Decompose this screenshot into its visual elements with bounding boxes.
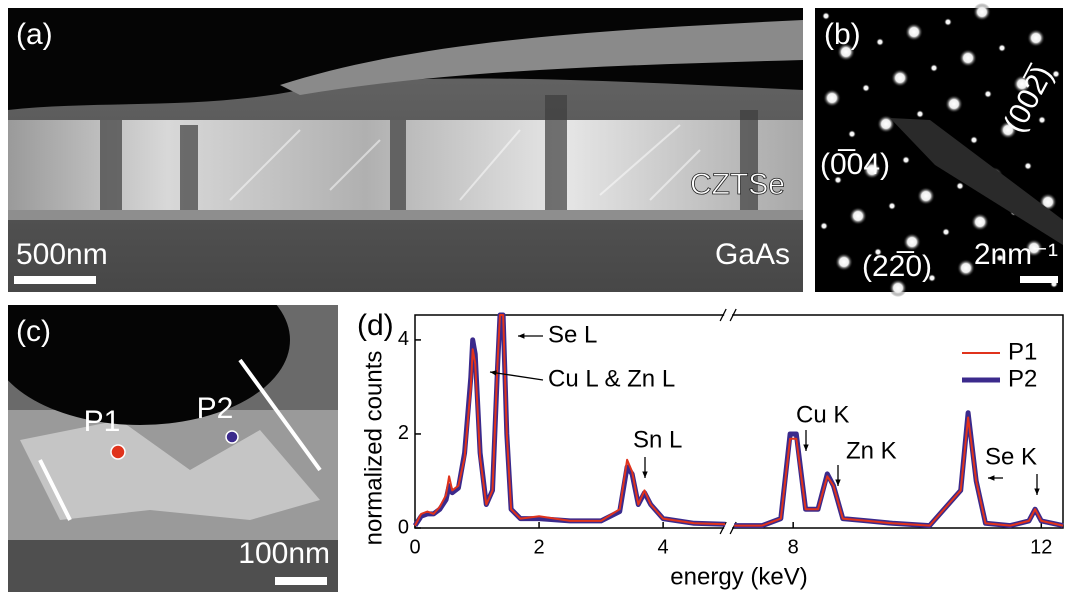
diffraction-spot: [888, 202, 896, 210]
diffraction-spot: [930, 64, 938, 72]
diffraction-spot: [917, 187, 935, 205]
figure: (a) CZTSe GaAs 500nm (b) (002̅) (0̅04) (…: [0, 0, 1067, 598]
diffraction-spot: [823, 89, 841, 107]
diffraction-spot: [903, 233, 921, 251]
spot-label: (0̅04): [820, 148, 890, 181]
annotation: Se L: [548, 321, 597, 348]
panel-label: (c): [16, 315, 51, 348]
arrow-head: [518, 333, 524, 338]
diffraction-spot: [970, 136, 978, 144]
x-axis-label: energy (keV): [670, 563, 807, 590]
spectrum-line: [415, 315, 1063, 526]
x-tick-label: 4: [658, 536, 669, 558]
arrow-head: [803, 445, 808, 451]
annotation: Cu K: [796, 401, 849, 428]
diffraction-spot: [944, 18, 952, 26]
panel-label: (a): [16, 18, 53, 51]
diffraction-spot: [916, 110, 924, 118]
arrow-head: [490, 370, 497, 375]
diffraction-spot: [862, 84, 870, 92]
y-tick-label: 2: [398, 422, 409, 444]
point-label: P1: [84, 405, 121, 438]
diffraction-spot: [1024, 162, 1032, 170]
scale-bar: [1020, 276, 1058, 283]
diffraction-spot: [973, 3, 991, 21]
diffraction-spot: [1027, 29, 1045, 47]
arrow-head: [835, 480, 840, 486]
diffraction-spot: [971, 213, 989, 231]
layer-label: GaAs: [715, 238, 790, 271]
point-marker: [111, 445, 125, 459]
diffraction-spot: [942, 228, 950, 236]
arrow-head: [642, 472, 647, 478]
scale-bar-label: 100nm: [238, 537, 330, 570]
annotation: Zn K: [846, 437, 897, 464]
panel-label: (d): [357, 309, 394, 342]
arrow-head: [1034, 489, 1039, 495]
diffraction-spot: [1038, 116, 1046, 124]
diffraction-spot: [905, 23, 923, 41]
scale-bar-label: 2nm⁻¹: [974, 238, 1058, 271]
panel-label: (b): [824, 18, 861, 51]
y-tick-label: 0: [398, 516, 409, 538]
legend-label: P2: [1008, 365, 1037, 392]
diffraction-spot: [998, 44, 1006, 52]
diffraction-spot: [891, 69, 909, 87]
scale-bar-label: 500nm: [16, 238, 108, 271]
arrow-head: [988, 475, 994, 480]
x-tick-label: 8: [788, 536, 799, 558]
diffraction-spot: [945, 95, 963, 113]
x-tick-label: 12: [1030, 536, 1052, 558]
layer-label: CZTSe: [690, 168, 785, 201]
spot-label: (22̅0): [862, 250, 932, 283]
annotation: Se K: [985, 443, 1037, 470]
annotation: Sn L: [633, 426, 682, 453]
x-tick-label: 2: [533, 536, 544, 558]
diffraction-spot: [876, 38, 884, 46]
diffraction-spot: [877, 115, 895, 133]
diffraction-spot: [849, 207, 867, 225]
y-axis-label: normalized counts: [360, 351, 387, 546]
x-tick-label: 0: [409, 536, 420, 558]
annotation: Cu L & Zn L: [548, 365, 675, 392]
diffraction-spot: [848, 130, 856, 138]
micrograph-a: [8, 8, 803, 292]
diffraction-spot: [959, 49, 977, 67]
diffraction-spot: [835, 253, 853, 271]
legend-label: P1: [1008, 338, 1037, 365]
point-marker: [226, 431, 238, 443]
diffraction-spot: [984, 90, 992, 98]
point-label: P2: [197, 392, 234, 425]
diffraction-spot: [902, 156, 910, 164]
diffraction-spot: [820, 222, 828, 230]
diffraction-spot: [957, 259, 975, 277]
diffraction-spot: [956, 182, 964, 190]
y-tick-label: 4: [398, 328, 409, 350]
